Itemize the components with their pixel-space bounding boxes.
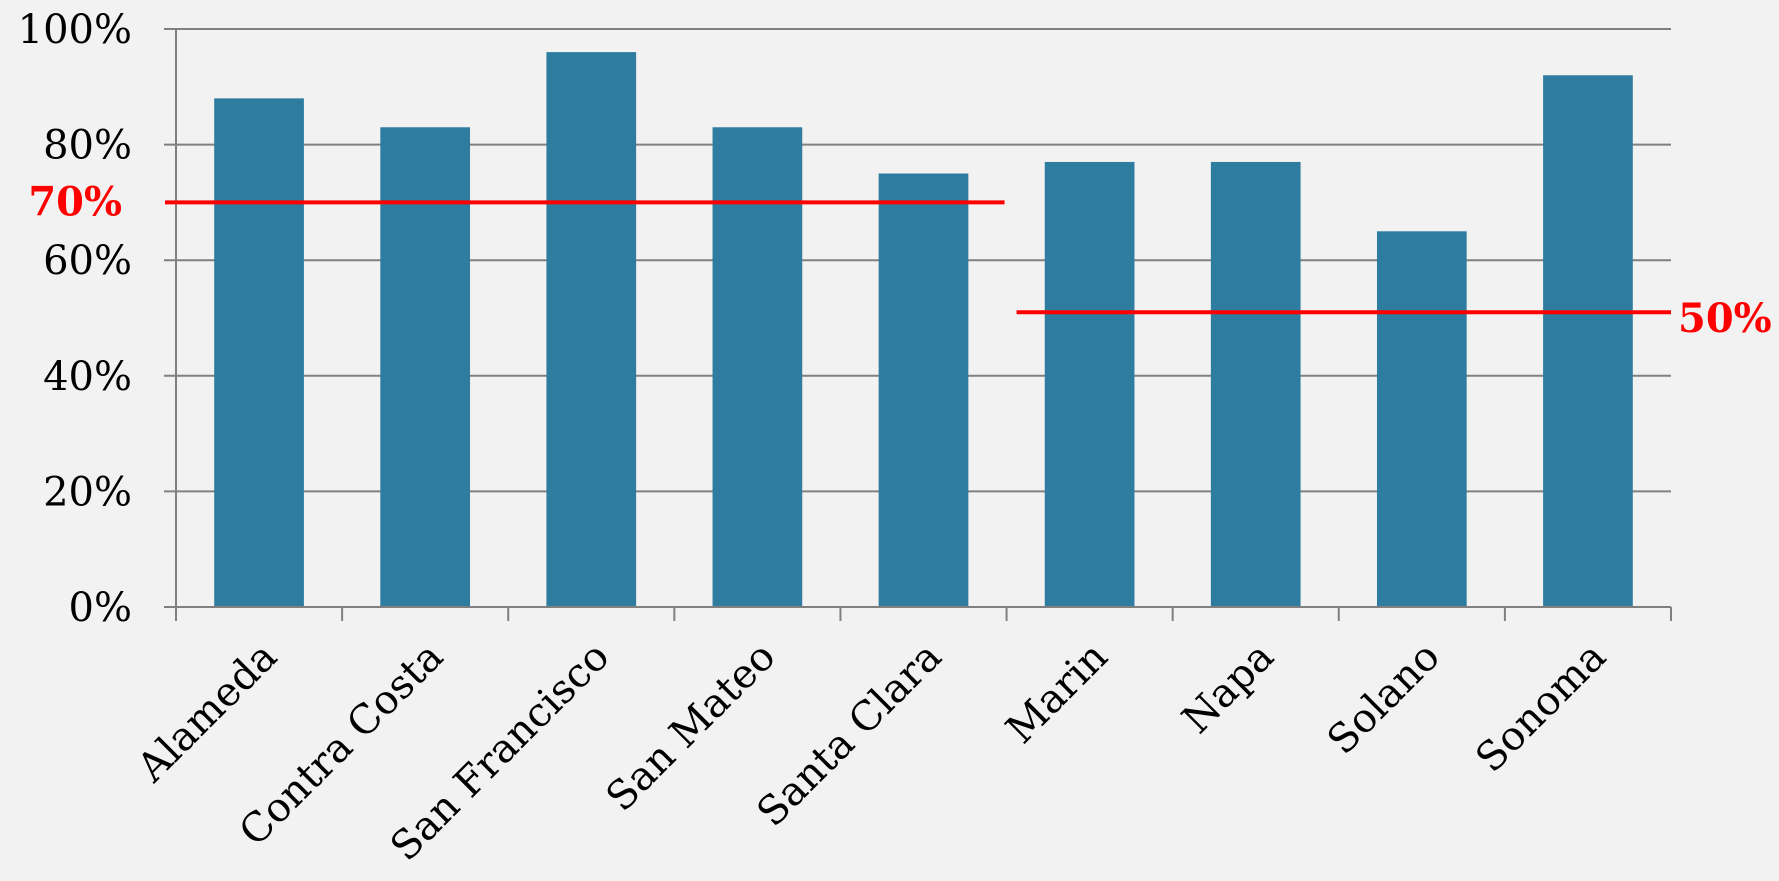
bar-santa-clara (878, 173, 969, 607)
bar-contra-costa (380, 127, 471, 607)
bar-solano (1376, 231, 1467, 608)
x-tick-label: Napa (1174, 634, 1283, 743)
bar-napa (1210, 161, 1301, 607)
x-tick-label: Sonoma (1467, 634, 1615, 782)
bar-alameda (214, 98, 304, 608)
y-tick-label: 80% (43, 123, 132, 169)
y-tick-labels: 0% 20% 40% 60% 80% 100% (18, 7, 132, 631)
x-tick-label: Marin (998, 634, 1117, 753)
bars (214, 52, 1633, 608)
bar-marin (1044, 161, 1135, 607)
reference-label-50: 50% (1678, 295, 1772, 342)
x-tick-label: San Mateo (598, 634, 785, 821)
axes (164, 28, 1672, 621)
y-tick-label: 100% (18, 7, 132, 53)
x-tick-label: Alameda (128, 634, 286, 792)
bar-san-mateo (712, 127, 803, 607)
bar-sonoma (1543, 75, 1633, 608)
bar-san-francisco (546, 52, 637, 608)
x-tick-label: Solano (1319, 634, 1449, 764)
reference-lines: 70% 50% (28, 178, 1771, 342)
y-tick-label: 0% (69, 585, 132, 631)
y-tick-label: 20% (43, 469, 132, 515)
reference-label-70: 70% (28, 178, 122, 225)
y-tick-label: 60% (43, 238, 132, 284)
y-tick-label: 40% (43, 354, 132, 400)
